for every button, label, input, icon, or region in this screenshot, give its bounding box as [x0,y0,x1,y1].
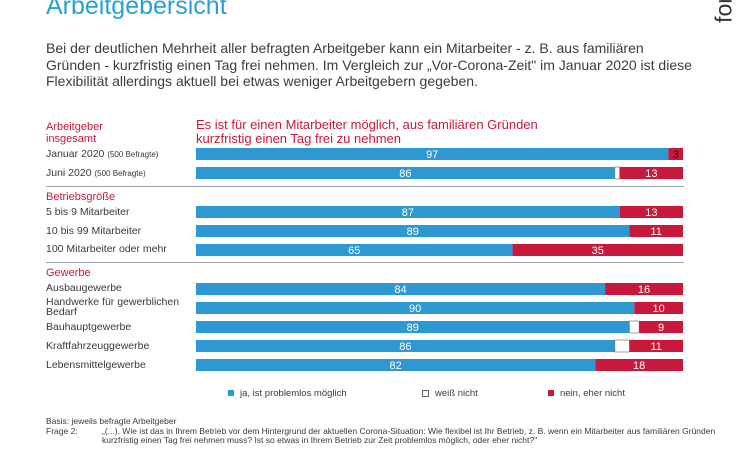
row-label-handwerke: Handwerke für gewerblichen Bedarf [46,296,180,318]
footer-question: Frage 2: „(...). Wie ist das in Ihrem Be… [46,425,736,446]
legend-label-weiss-nicht: weiß nicht [435,388,478,399]
bar-segment-weiss-nicht [629,320,640,334]
legend-item-nein: nein, eher nicht [548,388,625,399]
row-label-5-9: 5 bis 9 Mitarbeiter [46,206,130,218]
row-label-note: (500 Befragte) [107,150,159,159]
bar-segment-ja [196,302,635,314]
bar-segment-nein [668,148,683,160]
row-label-100plus: 100 Mitarbeiter oder mehr [46,243,167,255]
data-label-ja: 86 [399,168,411,180]
bar-segment-ja [196,359,596,371]
data-label-nein: 11 [651,341,662,353]
row-label-text: Juni 2020 [46,167,92,179]
data-label-nein: 3 [673,149,679,161]
bar-segment-ja [196,321,630,333]
data-label-ja: 65 [348,245,360,257]
section-label-size: Betriebsgröße [46,191,116,203]
bar-segment-nein [619,167,683,179]
data-label-nein: 13 [645,168,657,180]
data-label-nein: 13 [645,207,657,219]
data-label-nein: 16 [638,284,650,296]
row-label-januar: Januar 2020 (500 Befragte) [46,149,158,160]
data-label-nein: 18 [633,360,645,372]
data-label-ja: 89 [407,322,419,334]
data-label-ja: 82 [390,360,402,372]
data-label-nein: 11 [651,226,662,238]
intro-text: Bei der deutlichen Mehrheit aller befrag… [46,40,692,89]
footer-basis: Basis: jeweils befragte Arbeitgeber [46,416,177,426]
section-label-total: Arbeitgeber insgesamt [46,121,103,145]
row-label-kfz: Kraftfahrzeuggewerbe [46,340,150,352]
footer-question-text: „(...). Wie ist das in Ihrem Betrieb vor… [102,425,716,445]
row-label-lebensmittel: Lebensmittelgewerbe [46,359,146,371]
separator-line [46,262,684,263]
bar-segment-nein [639,321,683,333]
data-label-ja: 87 [402,207,414,219]
bar-segment-ja [196,225,630,237]
data-label-ja: 90 [409,303,421,315]
row-label-ausbau: Ausbaugewerbe [46,282,122,294]
bar-segment-ja [196,206,620,218]
legend-label-nein: nein, eher nicht [560,388,625,399]
page-title: Arbeitgebersicht [46,0,227,20]
legend-item-weiss-nicht: weiß nicht [422,388,478,399]
data-label-nein: 9 [658,322,664,334]
footer-question-label: Frage 2: [46,425,78,436]
legend-swatch-weiss-nicht [422,389,429,397]
chart-title: Es ist für einen Mitarbeiter möglich, au… [196,117,538,146]
row-label-juni: Juni 2020 (500 Befragte) [46,168,146,179]
row-label-10-99: 10 bis 99 Mitarbeiter [46,225,142,237]
legend-label-ja: ja, ist problemlos möglich [240,388,347,399]
row-label-text: Januar 2020 [46,148,105,160]
data-label-ja: 86 [399,341,411,353]
bar-segment-nein [619,206,683,218]
bar-segment-weiss-nicht [614,166,621,180]
data-label-ja: 89 [407,226,419,238]
bar-segment-ja [196,340,615,352]
bar-segment-nein [629,225,683,237]
data-label-ja: 97 [426,149,438,161]
footer: Basis: jeweils befragte Arbeitgeber Frag… [46,416,736,446]
bar-segment-nein [595,359,683,371]
bar-segment-nein [605,283,683,295]
row-label-bauhaupt: Bauhauptgewerbe [46,321,132,333]
bar-segment-nein [634,302,683,314]
bar-segment-ja [196,148,669,160]
separator-line [46,186,684,187]
legend-item-ja: ja, ist problemlos möglich [228,388,347,399]
bar-segment-nein [512,244,683,256]
data-label-nein: 35 [592,245,604,257]
section-label-trade: Gewerbe [46,267,91,279]
bar-segment-ja [196,167,615,179]
bar-segment-weiss-nicht [614,339,630,353]
legend-swatch-ja [228,390,234,397]
legend-swatch-nein [548,390,554,397]
data-label-ja: 84 [394,284,406,296]
row-label-note: (500 Befragte) [94,169,146,178]
bar-segment-ja [196,244,513,256]
bar-segment-ja [196,283,606,295]
data-label-nein: 10 [653,303,665,315]
bar-segment-nein [629,340,683,352]
